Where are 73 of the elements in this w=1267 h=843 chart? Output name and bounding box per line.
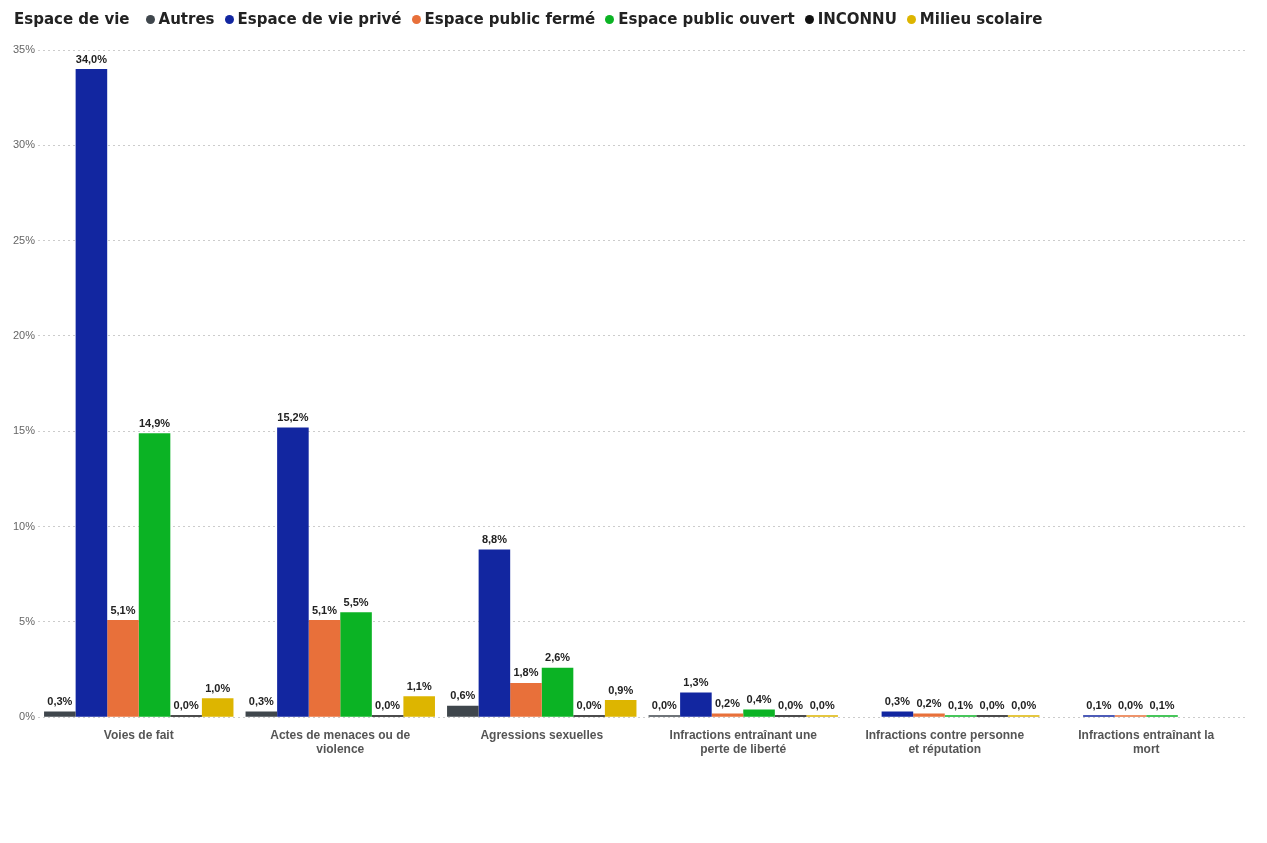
data-label: 5,1%	[110, 603, 136, 616]
data-label: 0,0%	[1117, 698, 1144, 711]
bar	[541, 667, 574, 717]
legend-label: Espace public fermé	[424, 10, 596, 28]
data-label: 1,0%	[205, 681, 231, 694]
data-label: 0,9%	[608, 683, 634, 696]
data-label: 0,4%	[746, 693, 772, 706]
bar	[308, 619, 341, 717]
data-label: 0,6%	[450, 689, 476, 702]
y-tick-label: 0%	[19, 710, 36, 723]
bar	[340, 612, 372, 717]
bar	[44, 711, 76, 717]
bar	[711, 713, 744, 717]
data-label: 0,3%	[248, 695, 275, 708]
data-label: 8,8%	[481, 532, 508, 545]
y-tick-label: 25%	[12, 233, 36, 246]
x-tick-label: Voies de fait	[103, 727, 174, 742]
legend-label: INCONNU	[817, 10, 897, 28]
bar	[138, 433, 171, 717]
bar	[478, 549, 511, 717]
bar	[743, 709, 775, 717]
data-label: 34,0%	[75, 52, 108, 65]
bar	[680, 692, 712, 717]
bar	[403, 696, 435, 717]
y-tick-label: 10%	[12, 519, 36, 532]
data-label: 0,0%	[979, 698, 1005, 711]
legend-label: Milieu scolaire	[919, 10, 1043, 28]
y-tick-label: 30%	[12, 138, 36, 151]
bar	[913, 713, 945, 717]
data-label: 0,0%	[1011, 698, 1037, 711]
bar	[201, 698, 234, 717]
legend-label: Autres	[158, 10, 215, 28]
bar	[881, 711, 914, 717]
bar	[245, 711, 278, 717]
data-label: 0,0%	[173, 698, 199, 711]
bar	[447, 705, 479, 717]
data-label: 0,1%	[1086, 698, 1112, 711]
x-tick-label: Infractions contre personne et réputation	[865, 727, 1025, 757]
data-label: 1,8%	[513, 666, 539, 679]
data-label: 1,1%	[406, 679, 432, 692]
bar	[604, 700, 637, 717]
data-label: 0,0%	[809, 698, 835, 711]
data-label: 0,1%	[1149, 698, 1175, 711]
legend-label: Espace public ouvert	[618, 10, 795, 28]
data-label: 1,3%	[683, 675, 709, 688]
data-label: 0,0%	[375, 698, 401, 711]
data-label: 0,1%	[948, 698, 974, 711]
data-label: 0,0%	[576, 698, 602, 711]
bar	[277, 427, 309, 717]
legend-label: Espace de vie privé	[237, 10, 402, 28]
data-label: 0,3%	[884, 695, 911, 708]
data-label: 5,5%	[343, 595, 369, 608]
x-tick-label: Agressions sexuelles	[480, 727, 604, 742]
data-label: 5,1%	[311, 603, 338, 616]
bar	[107, 619, 139, 717]
x-tick-label: Infractions entraînant une perte de liberté	[669, 727, 818, 757]
data-label: 15,2%	[277, 410, 309, 423]
data-label: 0,2%	[916, 696, 942, 709]
data-label: 0,2%	[714, 696, 741, 709]
bar	[510, 682, 542, 717]
bar	[75, 69, 108, 717]
x-tick-label: Actes de menaces ou de violence	[270, 727, 411, 757]
data-label: 0,0%	[651, 698, 678, 711]
y-tick-label: 15%	[12, 424, 36, 437]
y-tick-label: 20%	[12, 328, 36, 341]
legend-title: Espace de vie	[14, 10, 130, 28]
y-tick-label: 5%	[19, 614, 36, 627]
data-label: 0,0%	[778, 698, 804, 711]
y-tick-label: 35%	[12, 43, 36, 56]
x-tick-label: Infractions entraînant la mort	[1078, 727, 1215, 757]
data-label: 2,6%	[545, 651, 571, 664]
data-label: 14,9%	[138, 416, 171, 429]
data-label: 0,3%	[47, 695, 73, 708]
